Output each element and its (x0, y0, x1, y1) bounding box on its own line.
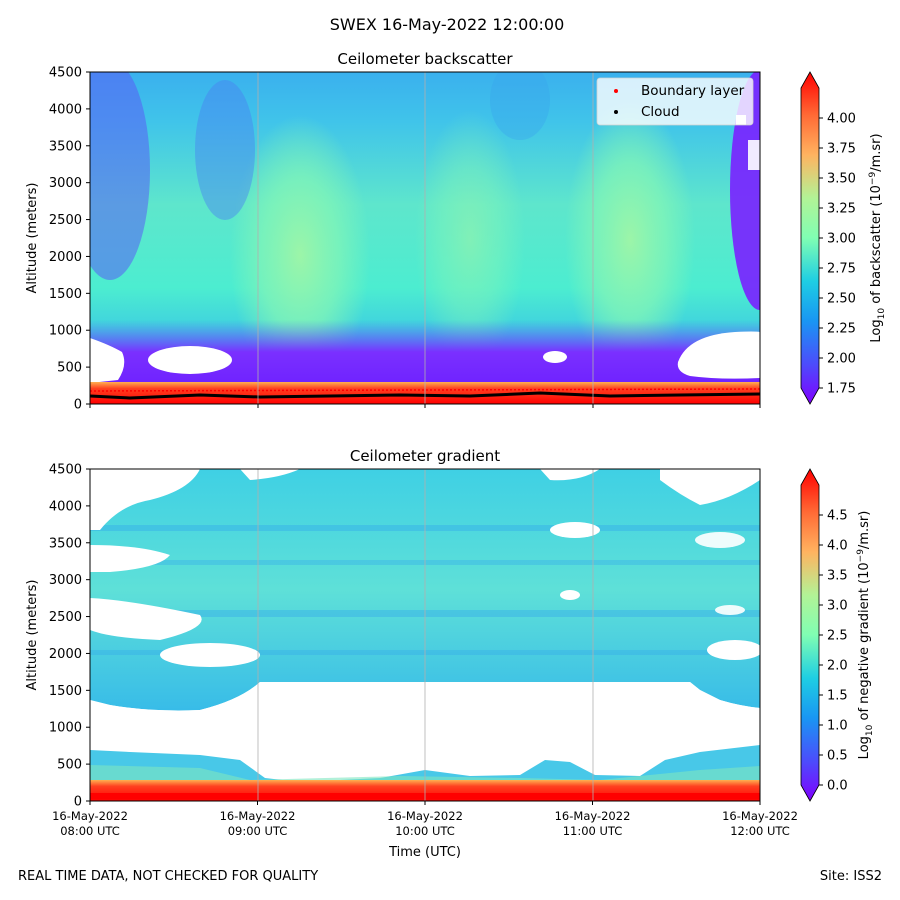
gradient-colorbar-tick-label: 4.0 (827, 539, 848, 554)
backscatter-gridlines (257, 72, 594, 404)
backscatter-colorbar-tick-label: 2.00 (827, 352, 856, 367)
backscatter-ytick-label: 500 (57, 361, 82, 376)
legend-label-cloud: Cloud (641, 104, 680, 120)
gradient-ytick-label: 500 (57, 758, 82, 773)
legend: Boundary layer Cloud (596, 77, 754, 126)
backscatter-colorbar-ticks: 1.75 2.00 2.25 2.50 2.75 3.00 3.25 3.50 3.75 4.00 (819, 112, 856, 397)
figure-title: SWEX 16-May-2022 12:00:00 (330, 15, 565, 34)
gradient-xtick-time: 10:00 UTC (395, 824, 455, 838)
gradient-ytick-label: 2000 (49, 647, 82, 662)
gradient-ylabel: Altitude (meters) (25, 580, 40, 691)
gradient-ytick-label: 1500 (49, 684, 82, 699)
backscatter-colorbar-tick-label: 4.00 (827, 112, 856, 127)
backscatter-ytick-label: 4500 (49, 66, 82, 81)
gradient-yticks: 0 500 1000 1500 2000 2500 3000 3500 4000 4500 (49, 463, 90, 810)
gradient-xtick-date: 16-May-2022 (52, 809, 128, 823)
gradient-colorbar-bar (800, 468, 820, 802)
gradient-xtick-time: 08:00 UTC (60, 824, 120, 838)
backscatter-colorbar-bar (800, 71, 820, 405)
gradient-panel: Ceilometer gradient (25, 447, 875, 860)
backscatter-colorbar-tick-label: 3.75 (827, 142, 856, 157)
gradient-ytick-label: 1000 (49, 721, 82, 736)
backscatter-ytick-label: 3000 (49, 176, 82, 191)
backscatter-colorbar: 1.75 2.00 2.25 2.50 2.75 3.00 3.25 3.50 3.75 4.00… (800, 71, 887, 405)
gradient-xtick-date: 16-May-2022 (555, 809, 631, 823)
legend-marker-cloud (614, 110, 618, 114)
backscatter-title: Ceilometer backscatter (337, 50, 513, 68)
gradient-xtick-date: 16-May-2022 (220, 809, 296, 823)
gradient-ytick-label: 3500 (49, 536, 82, 551)
footer-disclaimer: REAL TIME DATA, NOT CHECKED FOR QUALITY (18, 869, 319, 884)
gradient-colorbar-tick-label: 0.0 (827, 779, 848, 794)
backscatter-ytick-label: 1500 (49, 287, 82, 302)
gradient-colorbar: 0.0 0.5 1.0 1.5 2.0 2.5 3.0 3.5 4.0 4.5 Log10 of … (800, 468, 875, 802)
footer-site: Site: ISS2 (819, 869, 882, 884)
gradient-colorbar-ticks: 0.0 0.5 1.0 1.5 2.0 2.5 3.0 3.5 4.0 4.5 (819, 509, 848, 794)
gradient-colorbar-tick-label: 3.5 (827, 569, 848, 584)
gradient-colorbar-tick-label: 2.5 (827, 629, 848, 644)
gradient-colorbar-tick-label: 2.0 (827, 659, 848, 674)
backscatter-colorbar-tick-label: 1.75 (827, 382, 856, 397)
backscatter-ytick-label: 2500 (49, 213, 82, 228)
gradient-xtick-time: 09:00 UTC (228, 824, 288, 838)
backscatter-xticks (89, 404, 761, 408)
backscatter-ytick-label: 4000 (49, 102, 82, 117)
gradient-xtick-time: 12:00 UTC (730, 824, 790, 838)
backscatter-colorbar-tick-label: 3.50 (827, 172, 856, 187)
gradient-ytick-label: 4500 (49, 463, 82, 478)
gradient-xlabel: Time (UTC) (388, 845, 461, 860)
gradient-colorbar-tick-label: 3.0 (827, 599, 848, 614)
gradient-field (90, 469, 760, 801)
gradient-colorbar-tick-label: 4.5 (827, 509, 848, 524)
gradient-xtick-date: 16-May-2022 (722, 809, 798, 823)
gradient-ytick-label: 0 (74, 795, 82, 810)
gradient-xtick-time: 11:00 UTC (563, 824, 623, 838)
backscatter-ytick-label: 3500 (49, 139, 82, 154)
backscatter-ytick-label: 0 (74, 398, 82, 413)
gradient-gridlines (257, 469, 594, 801)
backscatter-colorbar-tick-label: 2.25 (827, 322, 856, 337)
backscatter-colorbar-tick-label: 3.25 (827, 202, 856, 217)
gradient-xtick-date: 16-May-2022 (387, 809, 463, 823)
backscatter-ytick-label: 1000 (49, 324, 82, 339)
gradient-colorbar-label: Log10 of negative gradient (10−9/m.sr) (856, 511, 875, 760)
gradient-colorbar-tick-label: 0.5 (827, 749, 848, 764)
gradient-title: Ceilometer gradient (350, 447, 500, 465)
backscatter-colorbar-label: Log10 of backscatter (10−9/m.sr) (868, 133, 887, 342)
backscatter-panel: Ceilometer backscatter (25, 50, 887, 413)
backscatter-ylabel: Altitude (meters) (25, 183, 40, 294)
backscatter-colorbar-tick-label: 2.50 (827, 292, 856, 307)
backscatter-colorbar-tick-label: 3.00 (827, 232, 856, 247)
gradient-ytick-label: 2500 (49, 610, 82, 625)
gradient-colorbar-tick-label: 1.5 (827, 689, 848, 704)
backscatter-colorbar-tick-label: 2.75 (827, 262, 856, 277)
gradient-colorbar-tick-label: 1.0 (827, 719, 848, 734)
legend-label-boundary-layer: Boundary layer (641, 83, 745, 99)
backscatter-ytick-label: 2000 (49, 250, 82, 265)
gradient-ytick-label: 3000 (49, 573, 82, 588)
gradient-ytick-label: 4000 (49, 499, 82, 514)
backscatter-yticks: 0 500 1000 1500 2000 2500 3000 3500 4000 4500 (49, 66, 90, 413)
legend-marker-boundary-layer (614, 89, 618, 93)
